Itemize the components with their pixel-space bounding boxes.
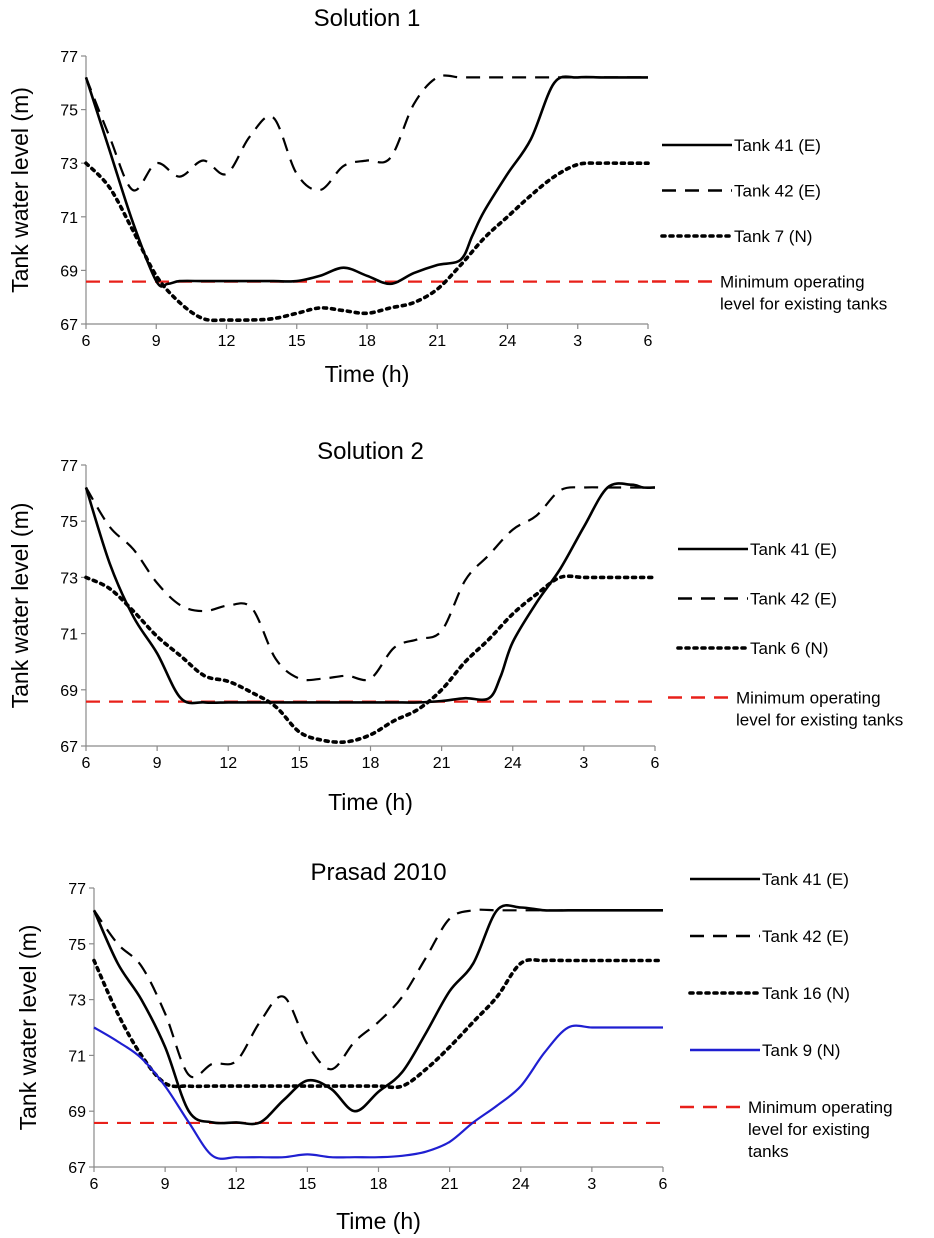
x-axis-label: Time (h) (325, 361, 410, 387)
legend-label: Tank 16 (N) (762, 984, 850, 1003)
y-tick-label: 77 (60, 458, 78, 475)
y-tick-label: 71 (60, 627, 78, 644)
x-tick-label: 21 (441, 1176, 459, 1193)
y-tick-label: 69 (68, 1104, 86, 1121)
x-tick-label: 6 (644, 333, 653, 350)
x-tick-label: 6 (659, 1176, 668, 1193)
x-tick-label: 12 (218, 333, 236, 350)
legend-label: Tank 41 (E) (734, 136, 821, 155)
y-tick-label: 67 (60, 739, 78, 756)
legend-label-line: tanks (748, 1142, 789, 1161)
x-tick-label: 6 (82, 755, 91, 772)
x-tick-label: 21 (428, 333, 446, 350)
series-line-tank-42-e (93, 908, 663, 1079)
series-line-tank-42-e (84, 74, 648, 192)
y-tick-label: 73 (60, 570, 78, 587)
legend-label: Tank 41 (E) (750, 540, 837, 559)
y-tick-label: 69 (60, 683, 78, 700)
y-axis-label: Tank water level (m) (15, 925, 41, 1131)
legend-label: Tank 41 (E) (762, 870, 849, 889)
series-line-tank-42-e (85, 486, 655, 682)
y-tick-label: 77 (68, 881, 86, 898)
series-line-tank-16-n (92, 958, 665, 1090)
legend-label-line: Minimum operating (720, 273, 865, 292)
legend-label: Tank 42 (E) (750, 590, 837, 609)
x-tick-label: 9 (161, 1176, 170, 1193)
x-tick-label: 24 (499, 333, 517, 350)
x-tick-label: 3 (579, 755, 588, 772)
x-tick-label: 18 (358, 333, 376, 350)
legend-label: Tank 9 (N) (762, 1041, 840, 1060)
legend-label-line: level for existing (748, 1120, 870, 1139)
legend: Tank 41 (E) Tank 42 (E) Tank 6 (N) Minimum … (668, 540, 903, 730)
x-tick-label: 24 (512, 1176, 530, 1193)
y-tick-label: 69 (60, 263, 78, 280)
y-tick-label: 75 (60, 514, 78, 531)
y-tick-label: 67 (68, 1160, 86, 1177)
x-tick-label: 6 (82, 333, 91, 350)
y-tick-label: 77 (60, 49, 78, 66)
series-line-tank-41-e (84, 482, 656, 705)
legend-label: Tank 42 (E) (762, 927, 849, 946)
x-tick-label: 15 (288, 333, 306, 350)
y-tick-label: 71 (68, 1048, 86, 1065)
x-tick-label: 21 (433, 755, 451, 772)
y-axis-label: Tank water level (m) (7, 503, 33, 709)
chart-title: Prasad 2010 (310, 859, 446, 886)
legend: Tank 41 (E) Tank 42 (E) Tank 16 (N) Tank 9 … (680, 870, 893, 1161)
x-tick-label: 18 (362, 755, 380, 772)
x-tick-label: 18 (370, 1176, 388, 1193)
y-tick-label: 71 (60, 210, 78, 227)
x-tick-label: 3 (587, 1176, 596, 1193)
y-tick-label: 73 (60, 156, 78, 173)
x-axis-label: Time (h) (328, 789, 413, 815)
y-tick-label: 75 (68, 937, 86, 954)
x-tick-label: 9 (153, 755, 162, 772)
x-tick-label: 9 (152, 333, 161, 350)
legend-label-line: Minimum operating (748, 1098, 893, 1117)
x-tick-label: 3 (573, 333, 582, 350)
chart-title: Solution 1 (314, 5, 421, 32)
legend-label: Tank 7 (N) (734, 227, 812, 246)
chart-title: Solution 2 (317, 438, 424, 465)
legend-label: Tank 42 (E) (734, 182, 821, 201)
series-line-tank-41-e (92, 904, 663, 1126)
y-tick-label: 67 (60, 317, 78, 334)
legend-label-line: level for existing tanks (736, 711, 903, 730)
x-tick-label: 15 (290, 755, 308, 772)
legend-label: Tank 6 (N) (750, 639, 828, 658)
y-tick-label: 73 (68, 993, 86, 1010)
x-tick-label: 6 (651, 755, 660, 772)
x-tick-label: 6 (90, 1176, 99, 1193)
series-line-tank-7-n (84, 161, 650, 323)
y-tick-label: 75 (60, 103, 78, 120)
legend-label-line: level for existing tanks (720, 295, 887, 314)
legend-label-line: Minimum operating (736, 689, 881, 708)
x-axis-label: Time (h) (336, 1208, 421, 1234)
x-tick-label: 15 (298, 1176, 316, 1193)
series-line-tank-6-n (84, 574, 657, 744)
x-tick-label: 12 (227, 1176, 245, 1193)
series-line-tank-9-n (93, 1024, 663, 1160)
x-tick-label: 24 (504, 755, 522, 772)
series-line-tank-41-e (84, 75, 648, 288)
x-tick-label: 12 (219, 755, 237, 772)
legend: Tank 41 (E) Tank 42 (E) Tank 7 (N) Minimum … (652, 136, 887, 314)
y-axis-label: Tank water level (m) (7, 87, 33, 293)
